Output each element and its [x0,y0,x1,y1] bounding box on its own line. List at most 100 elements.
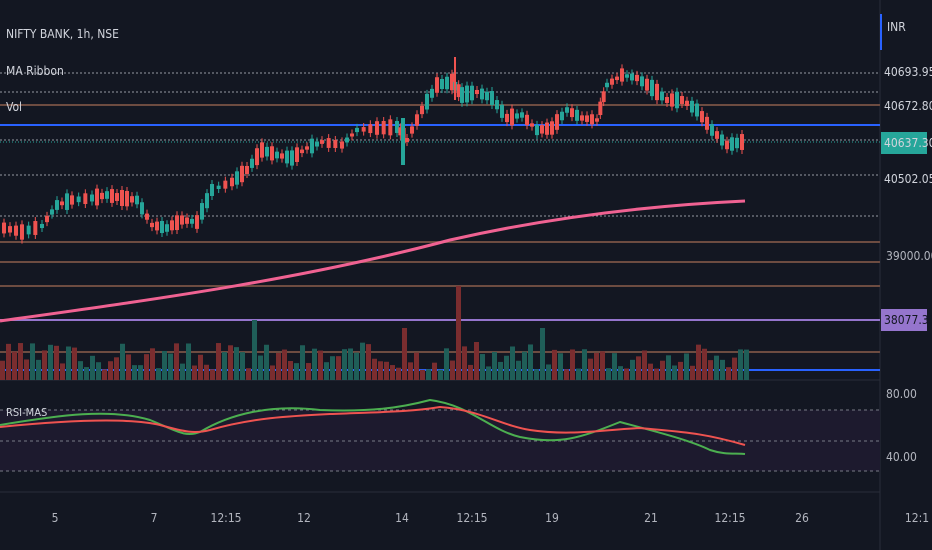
time-tick: 12:1 [904,511,930,525]
volume-bar [468,364,473,380]
candle-body [295,147,299,162]
time-tick: 26 [795,511,809,525]
volume-bar [198,354,203,380]
candle-body [14,225,18,236]
candle-body [485,91,489,101]
volume-bar [12,351,17,380]
candle-body [195,215,199,229]
volume-bar [264,344,269,380]
rsi-legend[interactable]: RSI-MAS [6,406,48,419]
candle-body [20,224,24,240]
candle-body [615,76,619,81]
volume-bar [48,344,53,380]
candle-body [230,177,234,187]
volume-bar [240,352,245,380]
volume-bar [84,367,89,380]
candle-body [540,125,544,134]
candle-body [470,85,474,101]
candle-body [125,190,129,207]
candle-body [250,158,254,168]
volume-bar [384,361,389,380]
volume-bar [720,359,725,380]
candle-body [361,127,366,132]
candle-body [255,148,259,166]
candle-body [8,226,12,233]
volume-bar [300,345,305,380]
volume-bar [108,361,113,380]
candle-body [670,93,674,107]
candle-body [100,192,104,200]
volume-bar [36,359,41,380]
candle-body [555,114,559,130]
candle-body [700,111,704,123]
candle-body [435,77,439,93]
volume-bar [426,369,431,380]
volume-bar [624,368,629,380]
volume-bar [432,362,437,380]
volume-bar [600,351,605,380]
volume-bar [396,367,401,380]
volume-bar [660,360,665,380]
volume-bar [564,369,569,380]
candle-body [440,79,444,89]
volume-bar [558,353,563,380]
volume-bar [414,352,419,380]
candle-body [690,100,694,113]
currency-label[interactable]: INR [880,14,932,50]
candle-body [635,74,639,82]
candle-body [2,222,6,234]
time-tick: 21 [644,511,658,525]
volume-legend[interactable]: Vol [6,100,23,114]
candle-body [550,121,554,135]
candle-body [680,96,684,104]
volume-bar [138,365,143,380]
candle-body [395,121,399,133]
candle-body [490,91,494,105]
candle-body [565,107,569,113]
candle-body [83,193,88,205]
candle-body [175,215,179,231]
ma-line [0,199,746,323]
candle-body [70,195,74,205]
candle-body [265,146,269,157]
candle-body [570,108,574,118]
ma-ribbon-legend[interactable]: MA Ribbon [6,64,64,78]
candle-body [165,224,169,232]
volume-bar [330,356,335,380]
volume-bar [552,349,557,380]
candle-body [695,103,699,117]
time-tick: 12:15 [210,511,242,525]
volume-bar [612,353,617,380]
volume-bar [54,345,59,380]
volume-bar [360,342,365,380]
candle-body [245,165,249,175]
candle-body [420,105,424,115]
volume-bar [438,369,443,380]
candle-body [185,217,189,224]
rsi-ma-line [0,398,746,455]
symbol-legend[interactable]: NIFTY BANK, 1h, NSE [6,27,119,41]
volume-bar [654,368,659,380]
candle-body [140,202,144,215]
volume-bar [606,368,611,380]
candle-body [320,140,324,144]
rsi-tick-40: 40.00 [886,450,917,464]
volume-bar [114,357,119,380]
candle-body [270,146,274,161]
volume-bar [402,328,407,380]
candle-body [650,79,654,97]
candle-body [145,213,149,220]
volume-bar [534,369,539,380]
volume-bar [702,348,707,380]
volume-bar [132,365,137,380]
candle-body [45,215,49,223]
candle-body [60,201,64,206]
volume-bar [228,345,233,380]
candle-body [640,76,644,87]
volume-bar [336,356,341,380]
candle-body [355,127,359,133]
candle-body [120,190,124,206]
volume-bar [522,351,527,380]
price-tick-39000: 39000.00 [886,249,932,263]
